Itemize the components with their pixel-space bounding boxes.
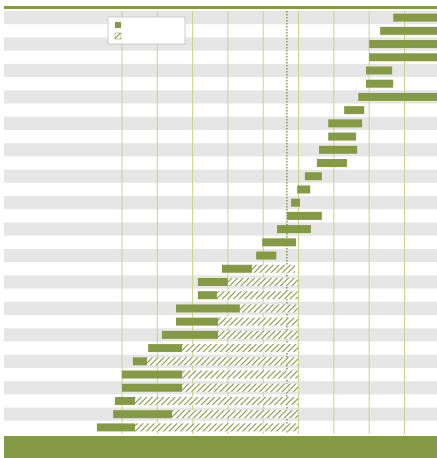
bottom-band bbox=[4, 436, 437, 458]
bar bbox=[304, 172, 322, 181]
row-band bbox=[4, 63, 437, 78]
bar bbox=[286, 211, 322, 220]
row-band bbox=[4, 143, 437, 157]
bar bbox=[256, 251, 277, 260]
hatched-bar bbox=[239, 304, 298, 313]
row-band bbox=[4, 169, 437, 183]
bar bbox=[369, 53, 437, 62]
legend-swatch bbox=[115, 22, 121, 28]
bar bbox=[175, 304, 240, 313]
hatched-bar bbox=[216, 291, 298, 300]
bar bbox=[328, 119, 363, 128]
bar bbox=[366, 66, 393, 75]
legend bbox=[107, 16, 186, 45]
bar bbox=[358, 92, 437, 101]
bar bbox=[148, 344, 183, 353]
row-band bbox=[4, 248, 437, 263]
row-band bbox=[4, 222, 437, 236]
bar bbox=[121, 370, 183, 379]
bar bbox=[114, 396, 136, 405]
bar bbox=[96, 423, 136, 432]
bar bbox=[297, 185, 311, 194]
bar bbox=[197, 277, 228, 286]
hatched-bar bbox=[135, 396, 299, 405]
bar bbox=[366, 79, 394, 88]
bar bbox=[221, 264, 252, 273]
legend-box bbox=[107, 16, 186, 45]
bar bbox=[319, 145, 358, 154]
row-band bbox=[4, 196, 437, 210]
hatched-bar bbox=[182, 370, 299, 379]
hatched-bar bbox=[135, 423, 299, 432]
bar bbox=[277, 225, 311, 234]
bar bbox=[328, 132, 357, 141]
row-band bbox=[4, 11, 437, 25]
bar bbox=[262, 238, 297, 247]
hatched-bar bbox=[251, 264, 296, 273]
hatched-bar bbox=[218, 317, 299, 326]
bar bbox=[316, 159, 347, 168]
row-band bbox=[4, 90, 437, 104]
top-rule bbox=[4, 6, 437, 9]
bar bbox=[291, 198, 300, 207]
bar bbox=[393, 13, 437, 22]
bar bbox=[121, 383, 183, 392]
bar bbox=[132, 357, 148, 366]
legend-swatch bbox=[114, 32, 122, 40]
bar bbox=[197, 291, 217, 300]
hatched-bar bbox=[172, 410, 299, 419]
row-band bbox=[4, 116, 437, 130]
hatched-bar bbox=[182, 344, 299, 353]
bar bbox=[161, 330, 219, 339]
bar bbox=[175, 317, 219, 326]
bar bbox=[369, 40, 437, 49]
bar bbox=[344, 106, 365, 115]
hatched-bar bbox=[147, 357, 299, 366]
hatched-bar bbox=[227, 277, 298, 286]
bar bbox=[113, 410, 173, 419]
hatched-bar bbox=[182, 383, 299, 392]
bar bbox=[380, 26, 437, 35]
hatched-bar bbox=[218, 330, 299, 339]
